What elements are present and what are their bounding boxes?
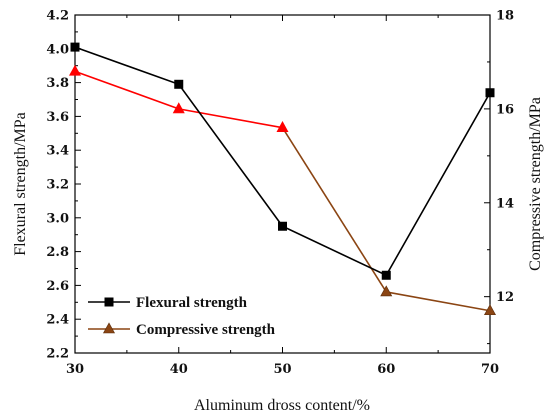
legend-marker (104, 297, 114, 307)
y-right-tick-label: 12 (496, 290, 514, 305)
series-line-segment (74, 70, 180, 110)
y-left-tick-label: 3.0 (46, 211, 69, 226)
series-line (74, 46, 491, 277)
series-line-segment (178, 108, 283, 129)
y-left-tick-label: 3.2 (46, 178, 69, 193)
y-left-axis-ticks: 2.2 2.4 2.6 2.8 3.0 3.2 3.4 3.6 3.8 4.0 4.2 (46, 9, 81, 362)
data-point-square (70, 42, 80, 52)
series-layer (68, 42, 497, 316)
data-point-triangle (380, 285, 393, 297)
data-point-triangle (172, 102, 185, 114)
y-right-axis-ticks: 12 14 16 18 (484, 9, 514, 345)
data-point-square (485, 88, 495, 98)
legend-label: Flexural strength (136, 295, 248, 311)
data-point-square (278, 221, 287, 231)
data-point-triangle (276, 121, 289, 132)
legend-item: Compressive strength (88, 322, 276, 338)
y-right-tick-label: 16 (496, 102, 514, 117)
legend-item: Flexural strength (88, 295, 248, 311)
x-axis-title: Aluminum dross content/% (194, 397, 370, 414)
y-left-tick-label: 2.4 (46, 313, 69, 328)
data-point-triangle (68, 64, 82, 76)
y-left-axis-title: Flexural strength/MPa (12, 112, 29, 256)
y-left-tick-label: 3.6 (46, 110, 69, 125)
y-right-axis-title: Compressive strength/MPa (527, 97, 544, 271)
y-left-tick-label: 3.8 (46, 76, 69, 91)
y-right-tick-label: 14 (496, 196, 514, 211)
y-left-tick-label: 3.4 (46, 144, 69, 159)
series-compressive-strength (68, 64, 497, 316)
x-tick-label: 50 (273, 362, 291, 377)
y-left-tick-label: 2.2 (46, 347, 69, 362)
series-flexural-strength (70, 42, 495, 280)
data-point-triangle (483, 304, 497, 316)
data-point-square (174, 79, 184, 89)
series-line-segment (281, 127, 387, 293)
y-right-tick-label: 18 (496, 9, 514, 24)
x-tick-label: 40 (170, 362, 188, 377)
legend-marker (102, 322, 116, 334)
x-tick-label: 70 (481, 362, 499, 377)
x-tick-label: 60 (377, 362, 395, 377)
data-point-square (381, 270, 391, 280)
series-line-segment (386, 291, 491, 312)
y-left-tick-label: 2.6 (46, 279, 69, 294)
legend-label: Compressive strength (136, 322, 276, 338)
y-left-tick-label: 2.8 (46, 245, 69, 260)
x-axis-ticks: 30 40 50 60 70 (66, 15, 499, 377)
y-left-tick-label: 4.0 (46, 42, 69, 57)
y-left-tick-label: 4.2 (46, 9, 69, 24)
x-tick-label: 30 (66, 362, 84, 377)
legend: Flexural strength Compressive strength (88, 295, 276, 338)
